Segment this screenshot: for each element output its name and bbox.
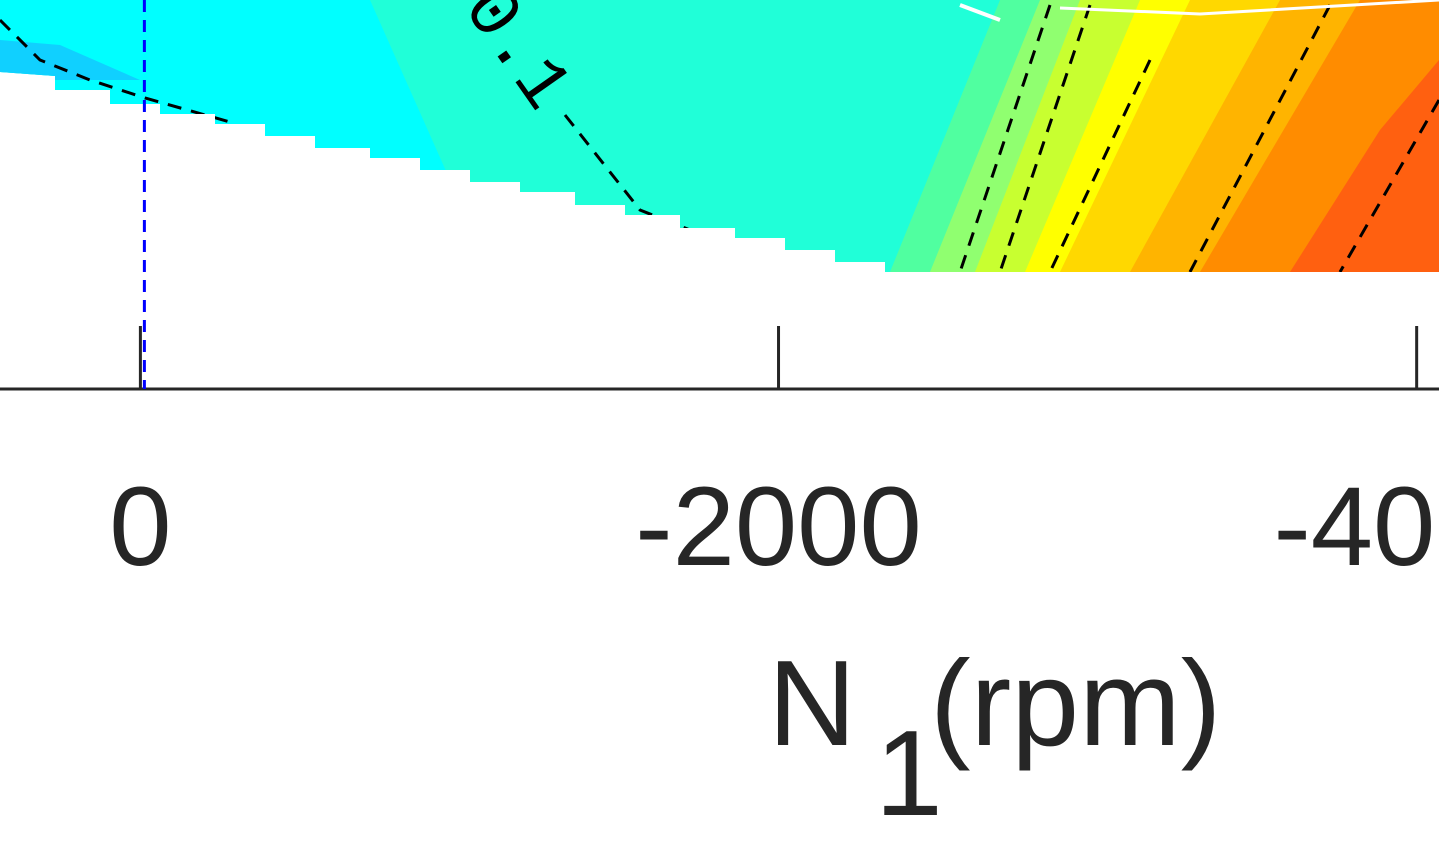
x-tick-label: 0 xyxy=(109,464,171,589)
x-tick-label: -2000 xyxy=(635,464,921,589)
x-axis-label: N xyxy=(768,635,856,771)
x-tick-label: -4000 xyxy=(1273,464,1439,589)
contour-fill xyxy=(0,0,1439,272)
x-axis-label-unit: (rpm) xyxy=(930,635,1221,771)
x-axis-label-subscript: 1 xyxy=(875,705,943,841)
x-axis: 0 -2000 -4000 xyxy=(0,326,1439,589)
